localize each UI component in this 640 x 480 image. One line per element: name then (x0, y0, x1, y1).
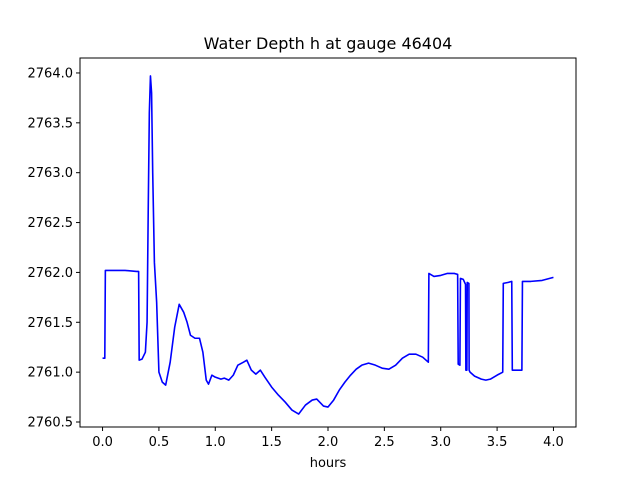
x-tick-label: 1.5 (261, 435, 282, 450)
y-tick-label: 2760.5 (28, 416, 74, 431)
y-axis: 2760.5 2761.0 2761.5 2762.0 2762.5 2763.0 2763… (28, 66, 80, 431)
x-axis: 0.0 0.5 1.0 1.5 2.0 2.5 3.0 3.5 4.0 (92, 427, 564, 450)
plot-background (80, 58, 576, 427)
x-axis-label: hours (310, 456, 347, 471)
x-tick-label: 3.0 (430, 435, 451, 450)
y-tick-label: 2763.5 (28, 116, 74, 131)
y-tick-label: 2763.0 (28, 166, 74, 181)
series-layer (102, 75, 554, 415)
x-tick-label: 0.5 (149, 435, 170, 450)
x-tick-label: 4.0 (543, 435, 564, 450)
y-tick-label: 2762.5 (28, 216, 74, 231)
series-line-0 (102, 75, 554, 415)
x-tick-label: 2.5 (374, 435, 395, 450)
y-tick-label: 2761.0 (28, 366, 74, 381)
x-tick-label: 1.0 (205, 435, 226, 450)
x-tick-label: 2.0 (318, 435, 339, 450)
x-tick-label: 3.5 (487, 435, 508, 450)
y-tick-label: 2761.5 (28, 316, 74, 331)
chart-title: Water Depth h at gauge 46404 (204, 34, 453, 53)
plot-area (79, 57, 577, 428)
y-tick-label: 2762.0 (28, 266, 74, 281)
x-tick-label: 0.0 (92, 435, 113, 450)
y-tick-label: 2764.0 (28, 66, 74, 81)
